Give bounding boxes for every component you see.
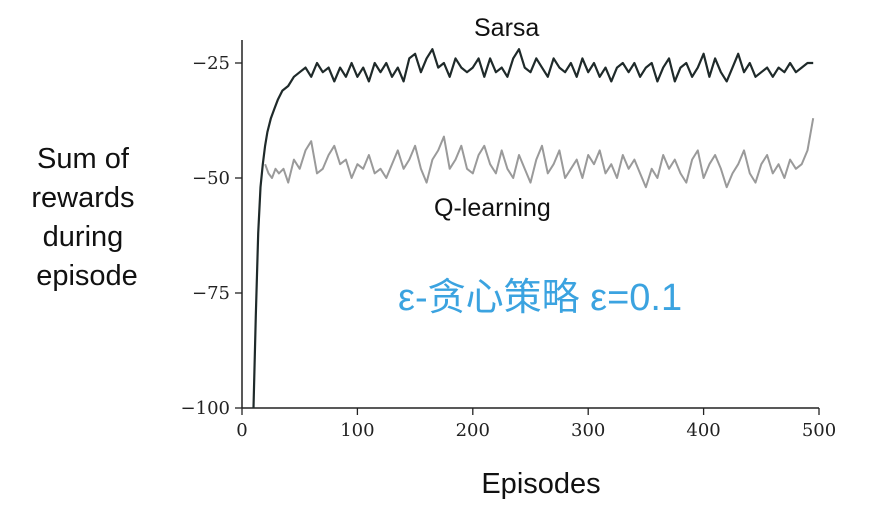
x-tick-label: 400 [686,420,720,441]
y-tick-label: −25 [192,53,230,74]
x-axis-title: Episodes [481,468,600,500]
y-axis-title-line-1: Sum of [37,143,130,175]
ticks: 0 100 200 300 400 500 −25 −50 −75 −100 [181,53,837,441]
y-tick-label: −100 [181,398,230,419]
y-axis-title: Sum of rewards during episode [31,143,142,292]
series-line-sarsa [252,48,814,409]
x-tick-label: 100 [340,420,374,441]
x-tick-label: 300 [571,420,605,441]
y-axis-title-line-3: during [43,221,124,253]
epsilon-greedy-annotation: ε-贪心策略 ε=0.1 [398,277,682,319]
series-layer [252,48,815,409]
y-tick-label: −50 [192,168,230,189]
axes [241,40,819,409]
x-tick-label: 0 [236,420,247,441]
x-tick-label: 500 [802,420,836,441]
y-axis-title-line-2: rewards [31,182,134,214]
y-tick-label: −75 [192,283,230,304]
y-axis-title-line-4: episode [36,260,138,292]
x-tick-label: 200 [456,420,490,441]
series-line-q-learning [264,118,815,189]
series-label-q-learning: Q-learning [434,194,551,222]
series-label-sarsa: Sarsa [474,14,539,42]
